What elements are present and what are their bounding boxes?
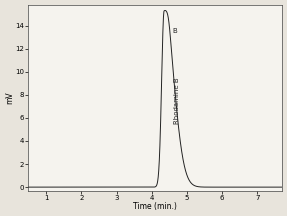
X-axis label: Time (min.): Time (min.): [133, 202, 177, 211]
Text: B: B: [172, 28, 177, 34]
Y-axis label: mV: mV: [5, 91, 14, 104]
Text: Rhodamine B: Rhodamine B: [174, 77, 180, 124]
